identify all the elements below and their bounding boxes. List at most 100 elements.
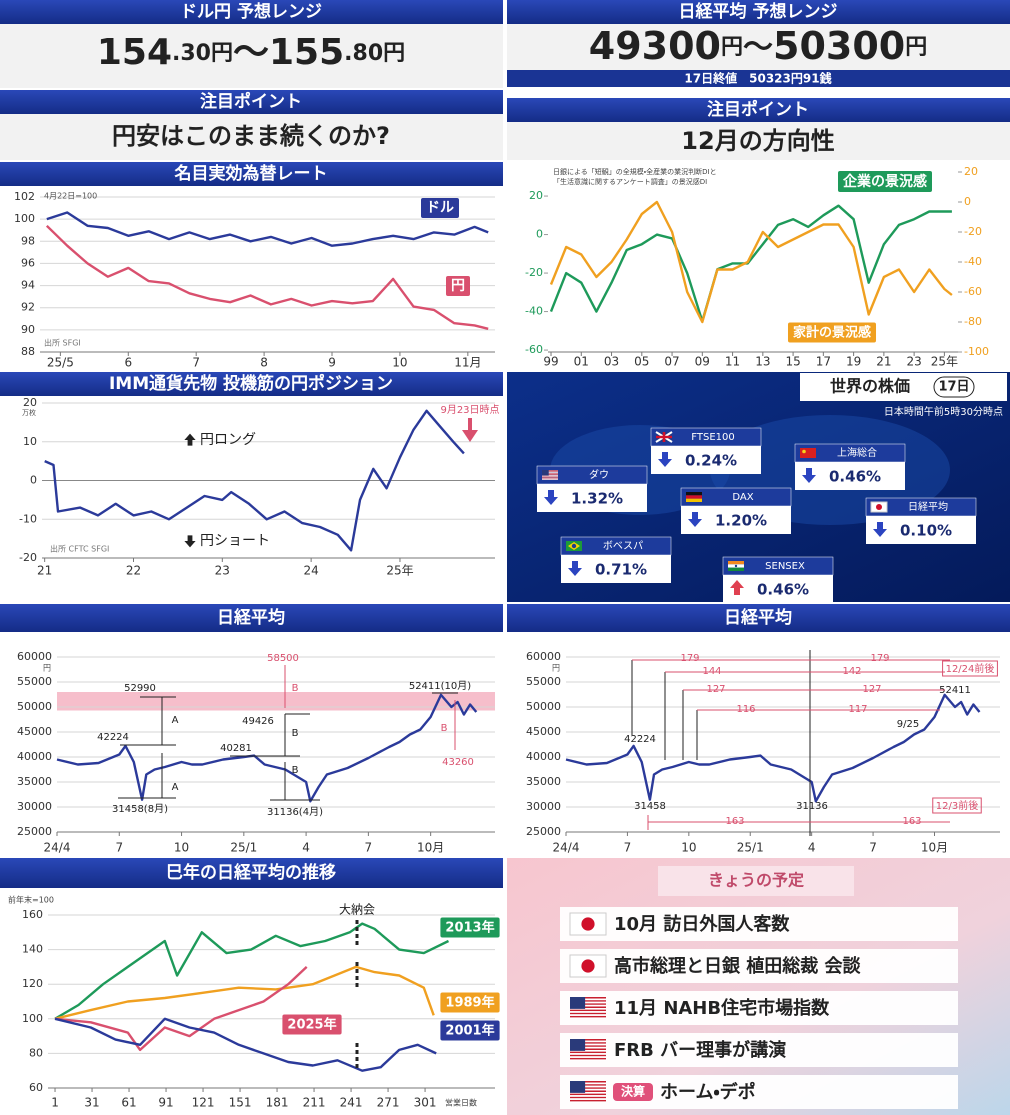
source: 出所 CFTC SFGI bbox=[50, 544, 109, 554]
flag-part bbox=[570, 1099, 606, 1102]
schedule-item bbox=[560, 907, 958, 941]
flag-part bbox=[542, 476, 558, 478]
source: 出所 SFGI bbox=[44, 338, 81, 348]
data-line bbox=[549, 200, 953, 324]
series-label-box bbox=[440, 917, 500, 938]
annotation: 179 bbox=[870, 653, 889, 664]
y-tick-label: 100 bbox=[14, 212, 35, 225]
annotation: 9/25 bbox=[897, 719, 919, 730]
y-tick-label: 98 bbox=[21, 234, 35, 247]
flag-part bbox=[570, 1006, 606, 1008]
chart-title: 巳年の日経平均の推移 bbox=[166, 862, 336, 883]
y-tick-label: 20 bbox=[23, 396, 37, 409]
x-tick-label: 1 bbox=[51, 1096, 59, 1110]
flag-part bbox=[570, 1057, 606, 1060]
title-bar bbox=[507, 604, 1010, 632]
y-tick-label: 50000 bbox=[17, 700, 52, 713]
flag-part bbox=[570, 1082, 606, 1085]
flag-part bbox=[800, 448, 816, 458]
series-label: ドル bbox=[426, 200, 454, 216]
y-tick-label: 0 bbox=[536, 228, 543, 241]
flag-part bbox=[542, 478, 558, 480]
y-tick-label: 60 bbox=[29, 1081, 43, 1094]
x-tick-label: 23 bbox=[215, 564, 230, 578]
data-line bbox=[54, 922, 450, 1020]
x-tick-label: 21 bbox=[37, 564, 52, 578]
flag-part bbox=[571, 543, 577, 549]
flag-part bbox=[542, 472, 558, 473]
unit-label: 円 bbox=[43, 664, 51, 673]
series-label-box bbox=[421, 198, 459, 218]
flag-part bbox=[570, 1017, 606, 1019]
x-tick-label: 7 bbox=[115, 841, 123, 855]
series-label-box bbox=[787, 322, 877, 343]
range-area bbox=[0, 24, 503, 88]
flag-part bbox=[570, 997, 586, 1009]
annotation: A bbox=[172, 715, 179, 726]
pointer-head bbox=[462, 430, 478, 442]
x-tick-label: 241 bbox=[340, 1096, 363, 1110]
y-tick-label: -40 bbox=[525, 305, 543, 318]
stock-change: 0.71% bbox=[595, 561, 647, 579]
data-line bbox=[46, 211, 489, 247]
chart-note: 日銀による「短観」の全規模・全産業の業況判断DIと bbox=[553, 167, 717, 176]
range-part: .80円 bbox=[344, 41, 405, 66]
x-tick-label: 19 bbox=[846, 355, 861, 369]
x-tick-label: 7 bbox=[624, 841, 632, 855]
annotation: 42224 bbox=[97, 732, 129, 743]
flag-part bbox=[570, 1015, 606, 1018]
flag-part bbox=[570, 1095, 606, 1097]
y-tick-label: 55000 bbox=[526, 675, 561, 688]
flag-part bbox=[570, 1093, 606, 1096]
flag-part bbox=[570, 1092, 606, 1094]
x-tick-label: 25年 bbox=[931, 355, 958, 369]
title-bar bbox=[507, 98, 1010, 122]
flag-part bbox=[581, 917, 595, 931]
title-bar bbox=[0, 604, 503, 632]
range-part: 50300 bbox=[773, 24, 905, 68]
x-tick-label: 01 bbox=[574, 355, 589, 369]
event-label: 大納会 bbox=[339, 902, 375, 917]
y-tick-label: 120 bbox=[22, 977, 43, 990]
schedule-text: 高市総理と日銀 植田総裁 会談 bbox=[614, 955, 862, 977]
annotation: 40281 bbox=[220, 743, 252, 754]
point-area bbox=[0, 114, 503, 160]
direction-arrow bbox=[544, 490, 558, 505]
data-line bbox=[44, 409, 465, 552]
stock-change: 1.20% bbox=[715, 512, 767, 530]
x-tick-label: 09 bbox=[695, 355, 710, 369]
y-tick-label: 0 bbox=[964, 195, 971, 208]
flag-part bbox=[581, 959, 595, 973]
x-tick-label: 15 bbox=[785, 355, 800, 369]
series-label: 企業の景況感 bbox=[843, 173, 927, 190]
range-part: ～155 bbox=[233, 32, 344, 73]
annotation: B bbox=[441, 723, 448, 734]
range-part: 円 bbox=[721, 35, 743, 60]
x-tick-label: 10 bbox=[174, 841, 189, 855]
flag-part bbox=[570, 1090, 606, 1092]
flag-part bbox=[728, 561, 744, 565]
chart-title: IMM通貨先物 投機筋の円ポジション bbox=[109, 373, 393, 394]
annotation: 31136(4月) bbox=[267, 806, 323, 818]
y-tick-label: -20 bbox=[964, 225, 982, 238]
x-tick-label: 6 bbox=[124, 356, 132, 370]
annotation: 52411 bbox=[939, 685, 971, 696]
short-label: 円ショート bbox=[200, 533, 270, 549]
flag-part bbox=[570, 1059, 606, 1061]
date-badge bbox=[933, 376, 975, 398]
annotation: 31458(8月) bbox=[112, 803, 168, 815]
flag-part bbox=[570, 998, 606, 1001]
title-bar bbox=[0, 858, 503, 888]
range-text: 49300円～50300円 bbox=[589, 24, 927, 68]
x-tick-label: 99 bbox=[543, 355, 558, 369]
y-tick-label: 160 bbox=[22, 908, 43, 921]
y-tick-label: 45000 bbox=[17, 725, 52, 738]
stock-change: 0.46% bbox=[829, 468, 881, 486]
flag-part bbox=[570, 1101, 606, 1103]
flag-part bbox=[570, 1003, 606, 1005]
flag-part bbox=[570, 1081, 606, 1083]
data-line bbox=[45, 224, 489, 330]
range-part: .30円 bbox=[172, 41, 233, 66]
